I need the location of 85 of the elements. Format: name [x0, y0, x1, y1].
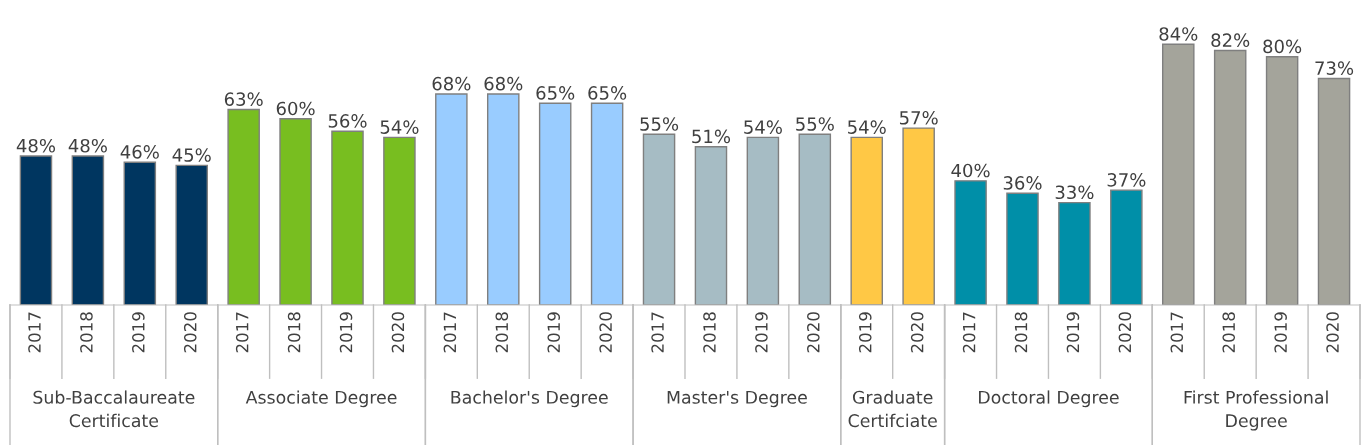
x-tick-label: 2017	[1170, 312, 1184, 353]
data-label: 57%	[899, 110, 938, 125]
data-label: 33%	[1055, 185, 1094, 200]
data-label: 80%	[1263, 39, 1302, 54]
data-label: 55%	[640, 117, 679, 131]
x-tick-label: 2020	[391, 312, 405, 353]
x-tick-label: 2019	[1066, 312, 1080, 353]
bar	[590, 102, 624, 305]
bar	[538, 102, 572, 305]
bar	[798, 133, 832, 305]
x-tick-label: 2019	[339, 312, 353, 353]
data-label: 65%	[588, 86, 627, 100]
bar	[694, 146, 728, 305]
text: Master's Degree	[667, 390, 807, 408]
bar	[642, 133, 676, 305]
bar	[227, 108, 260, 305]
x-tick-label: 2020	[599, 312, 612, 353]
data-label: 36%	[1003, 176, 1042, 190]
x-tick-label: 2018	[80, 312, 93, 353]
x-tick-label: 2020	[807, 312, 820, 353]
x-tick-label: 2020	[1118, 312, 1132, 353]
x-tick-label: 2019	[755, 312, 768, 353]
data-label: 54%	[380, 120, 419, 134]
data-label: 54%	[848, 120, 886, 134]
data-label: 45%	[172, 148, 211, 162]
bar	[1213, 49, 1247, 305]
data-label: 68%	[484, 76, 523, 91]
x-tick-label: 2018	[1222, 312, 1236, 353]
data-label: 82%	[1211, 33, 1250, 48]
x-tick-label: 2020	[183, 312, 197, 353]
data-label: 40%	[951, 163, 990, 178]
bar	[1006, 192, 1039, 305]
text: Associate Degree	[245, 390, 397, 408]
x-tick-label: 2018	[287, 312, 301, 353]
data-label: 48%	[16, 138, 56, 153]
data-label: 37%	[1107, 173, 1146, 187]
x-tick-label: 2019	[858, 312, 872, 353]
bar	[175, 164, 209, 305]
bar	[486, 93, 520, 305]
data-label: 55%	[796, 117, 834, 131]
x-tick-label: 2018	[1014, 312, 1028, 353]
x-tick-label: 2019	[132, 312, 145, 353]
x-tick-label: 2017	[28, 312, 41, 353]
bar	[383, 136, 416, 305]
data-label: 63%	[224, 92, 263, 106]
bar	[123, 161, 157, 305]
bar	[435, 93, 468, 305]
x-tick-label: 2018	[495, 312, 509, 353]
x-tick-label: 2018	[703, 312, 716, 353]
text: Graduate Certifciate	[848, 390, 937, 428]
data-label: 54%	[744, 120, 782, 134]
data-label: 60%	[276, 101, 315, 116]
bar	[1317, 77, 1351, 305]
x-tick-label: 2019	[1274, 312, 1287, 353]
data-label: 46%	[120, 145, 159, 159]
bar	[1161, 43, 1195, 305]
x-tick-label: 2017	[235, 312, 249, 353]
x-tick-label: 2017	[651, 312, 664, 353]
x-tick-label: 2017	[962, 312, 976, 353]
bar	[746, 136, 780, 305]
text: First Professional Degree	[1184, 390, 1328, 431]
bar	[850, 136, 884, 305]
bar	[1110, 189, 1143, 305]
x-tick-label: 2020	[1326, 312, 1339, 353]
data-label: 48%	[68, 138, 107, 153]
text: Bachelor's Degree	[451, 390, 608, 408]
x-tick-label: 2017	[443, 312, 457, 353]
bar	[19, 155, 53, 305]
x-tick-label: 2019	[547, 312, 561, 353]
text: Doctoral Degree	[979, 390, 1119, 408]
data-label: 56%	[328, 114, 367, 128]
bar	[1265, 56, 1299, 305]
data-label: 68%	[432, 76, 471, 91]
x-tick-label: 2020	[910, 312, 924, 353]
data-label: 65%	[536, 86, 575, 100]
text: Sub-Baccalaureate Certificate	[33, 390, 195, 428]
data-label: 51%	[692, 129, 731, 144]
data-label: 84%	[1159, 27, 1198, 41]
bar	[902, 127, 935, 305]
bar	[71, 155, 105, 305]
data-label: 73%	[1315, 61, 1354, 75]
bar	[279, 118, 312, 305]
bar	[331, 130, 364, 305]
bar	[954, 180, 987, 305]
bar	[1058, 201, 1091, 305]
